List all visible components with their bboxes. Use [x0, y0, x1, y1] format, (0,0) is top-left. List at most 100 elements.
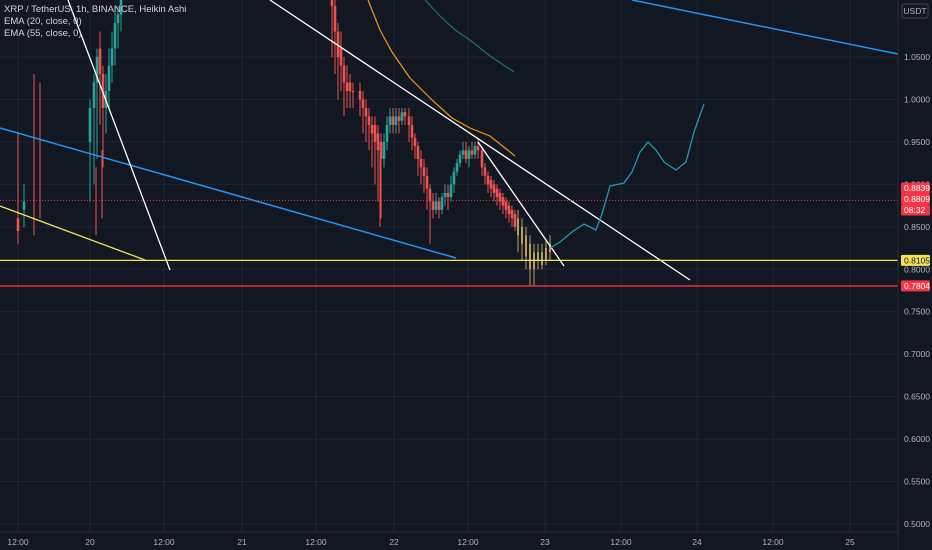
time-axis-bg — [0, 532, 932, 550]
yellow-trendline — [0, 205, 146, 261]
price-tag — [901, 280, 930, 292]
candle-body — [391, 116, 395, 125]
price-tag — [901, 254, 930, 266]
price-tag — [901, 204, 930, 216]
white-trendline-main — [269, 0, 691, 281]
candle-body — [16, 218, 20, 232]
price-tick-label: 0.7500 — [904, 307, 930, 317]
candle-body — [513, 214, 517, 227]
forecast-path — [549, 103, 705, 249]
candle-body — [400, 112, 404, 121]
ema20-legend: EMA (20, close, 0) — [4, 16, 82, 27]
candle-body — [428, 188, 432, 202]
candle-body — [422, 167, 426, 176]
time-tick-label: 25 — [845, 537, 855, 547]
candle-body — [116, 14, 120, 24]
price-tick-label: 0.5000 — [904, 519, 930, 529]
currency-box — [901, 3, 929, 19]
candle-body — [464, 150, 468, 159]
projection-body — [521, 226, 523, 244]
candle-body — [385, 124, 389, 142]
time-tick-label: 24 — [692, 537, 702, 547]
candle-body — [110, 48, 114, 66]
price-tag-label: 0.8809 — [904, 194, 930, 204]
candle-body — [458, 154, 462, 164]
price-tag-label: 0.8839 — [904, 183, 930, 193]
candle-body — [452, 171, 456, 185]
time-tick-label: 12:00 — [762, 537, 784, 547]
candle-body — [88, 107, 92, 142]
candle-body — [119, 0, 123, 15]
time-tick-label: 12:00 — [457, 537, 479, 547]
candle-body — [440, 197, 444, 210]
candle-body — [419, 158, 423, 168]
candle-body — [407, 116, 411, 125]
candle-body — [22, 201, 26, 210]
candle-body — [498, 192, 502, 202]
price-tag-label: 08:32 — [904, 205, 926, 215]
candlestick-series — [16, 0, 551, 287]
candle-body — [434, 201, 438, 210]
projection-body — [537, 252, 539, 261]
candle-body — [370, 124, 374, 134]
time-tick-label: 21 — [237, 537, 247, 547]
time-tick-label: 23 — [540, 537, 550, 547]
price-axis[interactable]: USDT 0.5000 0.5500 0.6000 0.6500 0.7000 0.7500… — [898, 0, 932, 550]
time-tick-label: 12:00 — [305, 537, 327, 547]
candle-body — [388, 116, 392, 125]
chart-grid — [0, 0, 898, 532]
candle-body — [397, 116, 401, 121]
candle-body — [345, 82, 349, 91]
candle-body — [431, 201, 435, 210]
candle-body — [376, 133, 380, 151]
candle-body — [348, 82, 352, 91]
ema55-line — [424, 0, 515, 73]
time-tick-label: 12:00 — [610, 537, 632, 547]
candle-body — [382, 141, 386, 159]
candle-body — [358, 90, 362, 100]
candle-body — [507, 205, 511, 215]
price-tag — [901, 182, 930, 194]
candle-body — [92, 82, 96, 108]
channel-line-upper — [631, 0, 899, 55]
candle-body — [333, 6, 337, 32]
time-tick-label: 22 — [389, 537, 399, 547]
candle-body — [501, 197, 505, 206]
ema20-line — [367, 0, 516, 157]
projection-body — [525, 235, 527, 257]
candle-body — [449, 184, 453, 198]
price-tick-label: 0.8500 — [904, 222, 930, 232]
candle-body — [467, 150, 471, 159]
ema55-legend: EMA (55, close, 0) — [4, 28, 82, 39]
candle-body — [489, 180, 493, 189]
currency-label: USDT — [903, 6, 926, 16]
candle-body — [339, 48, 343, 66]
candle-body — [107, 65, 111, 91]
price-tag — [901, 193, 930, 205]
time-tick-label: 12:00 — [153, 537, 175, 547]
price-tick-label: 1.0500 — [904, 52, 930, 62]
channel-line-lower — [0, 127, 457, 259]
price-tick-label: 0.9500 — [904, 137, 930, 147]
candle-body — [336, 31, 340, 57]
trendline-drawings — [0, 0, 899, 281]
candle-body — [473, 146, 477, 155]
candle-body — [504, 201, 508, 210]
candle-body — [342, 65, 346, 83]
candle-body — [351, 90, 355, 92]
candle-body — [492, 184, 496, 193]
candle-body — [95, 57, 99, 83]
candle-body — [446, 192, 450, 198]
projection-body — [529, 243, 531, 270]
projection-body — [545, 248, 547, 261]
symbol-title: XRP / TetherUS, 1h, BINANCE, Heikin Ashi — [4, 4, 187, 15]
candle-body — [403, 112, 407, 117]
candle-body — [113, 23, 117, 49]
price-tick-label: 1.0000 — [904, 94, 930, 104]
candle-body — [410, 124, 414, 138]
candle-body — [98, 48, 102, 74]
price-tick-label: 0.5500 — [904, 477, 930, 487]
price-tag-label: 0.7804 — [904, 281, 930, 291]
